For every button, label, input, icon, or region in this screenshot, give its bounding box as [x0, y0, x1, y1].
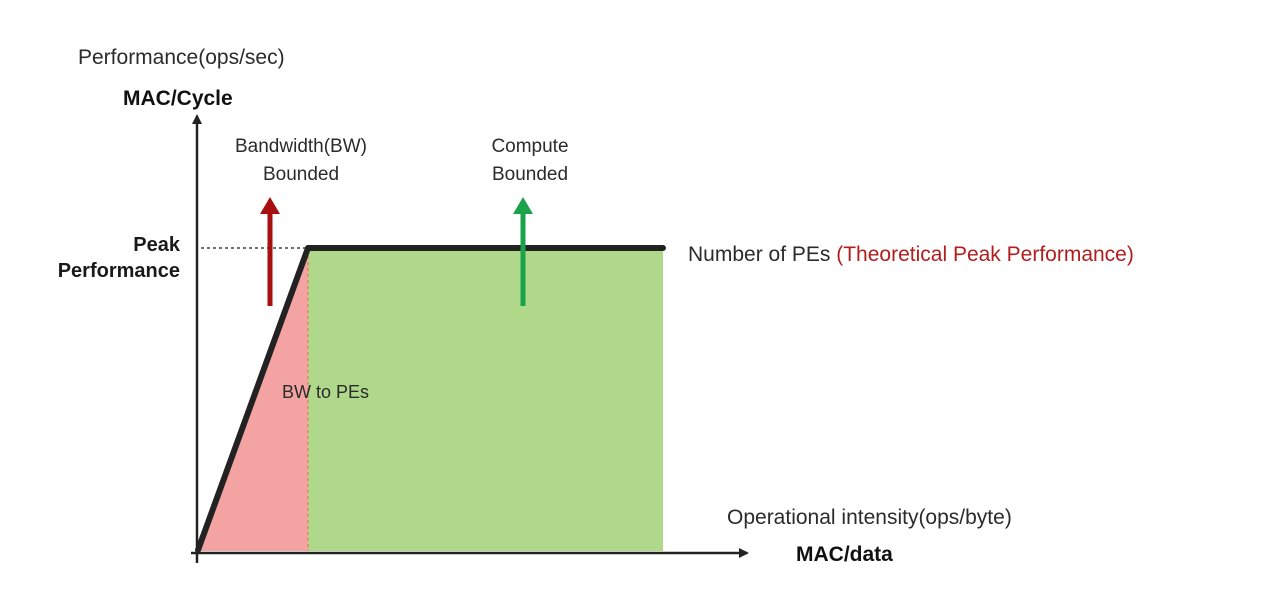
compute-bounded-label: Compute Bounded — [491, 136, 569, 185]
plateau-label-prefix: Number of PEs — [688, 243, 837, 266]
roofline — [195, 245, 666, 553]
peak-performance-label: Peak Performance — [57, 234, 180, 282]
y-axis-title: Performance(ops/sec) — [78, 46, 285, 69]
compute-arrow-icon — [513, 197, 533, 306]
x-axis-title: Operational intensity(ops/byte) — [727, 506, 1012, 529]
y-axis-unit: MAC/Cycle — [123, 87, 233, 110]
bw-slope-label: BW to PEs — [282, 382, 370, 402]
x-axis-unit: MAC/data — [796, 543, 893, 566]
compute-bounded-region — [308, 248, 663, 551]
bandwidth-arrow-icon — [260, 197, 280, 306]
plateau-label-highlight: (Theoretical Peak Performance) — [836, 243, 1134, 266]
plateau-label: Number of PEs (Theoretical Peak Performa… — [688, 244, 1134, 265]
bandwidth-bounded-label: Bandwidth(BW) Bounded — [235, 136, 367, 185]
